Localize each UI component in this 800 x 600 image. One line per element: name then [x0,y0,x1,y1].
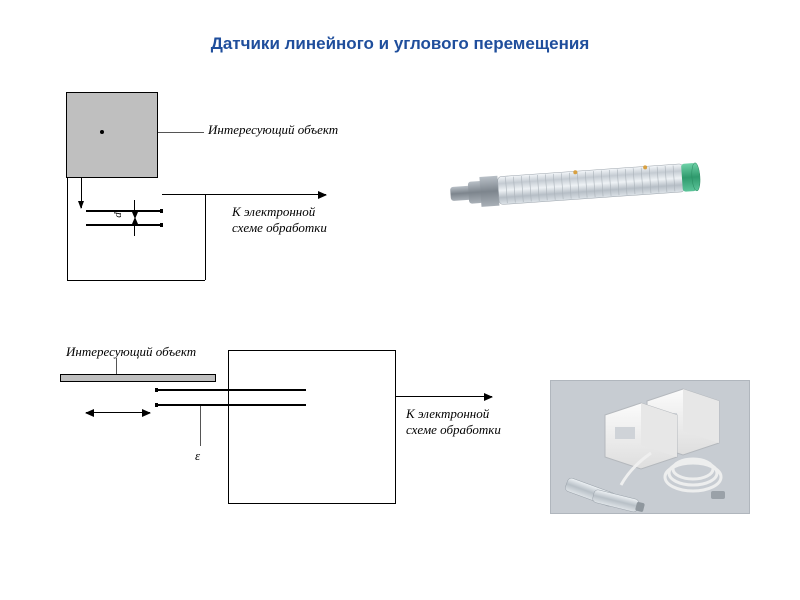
frame-bottom [67,280,205,281]
processing-label-2: К электронной схеме обработки [406,406,501,437]
processing-line2: схеме обработки [232,220,327,235]
frame-top [162,194,205,195]
frame-right [205,194,206,280]
processing-line1: К электронной [232,204,315,219]
processing-line1-b: К электронной [406,406,489,421]
diagram-capacitive-overlap: Интересующий объект ε К электронной схем… [60,334,480,534]
sensor-plate-bottom [86,224,162,226]
object-label-2: Интересующий объект [66,344,196,360]
frame-left [67,178,68,280]
output-arrow [206,194,326,195]
kit-svg [551,381,750,514]
plate-top [156,389,306,391]
page-title: Датчики линейного и углового перемещения [0,34,800,54]
object-label: Интересующий объект [208,122,338,138]
electronics-box [228,350,396,504]
eps-symbol: ε [195,448,200,464]
moving-object-bar [60,374,216,382]
diagram-capacitive-gap: Интересующий объект d К электронной схем… [60,92,380,292]
kit-photo [550,380,750,514]
gap-ext-bot [134,226,135,236]
sensor-photo [446,150,714,214]
sensor-svg [446,150,714,214]
processing-label: К электронной схеме обработки [232,204,327,235]
leader-line [158,132,204,133]
object-block [66,92,158,178]
motion-arrow-bidir [86,412,150,413]
leader-dot [100,130,104,134]
eps-leader [200,406,201,446]
processing-line2-b: схеме обработки [406,422,501,437]
gap-arrow-up [132,217,138,224]
sensor-plate-top [86,210,162,212]
motion-arrow-down [81,178,82,208]
gap-symbol: d [112,212,124,218]
output-arrow-2 [396,396,492,397]
plate-bottom [156,404,306,406]
gap-ext-top [134,200,135,210]
